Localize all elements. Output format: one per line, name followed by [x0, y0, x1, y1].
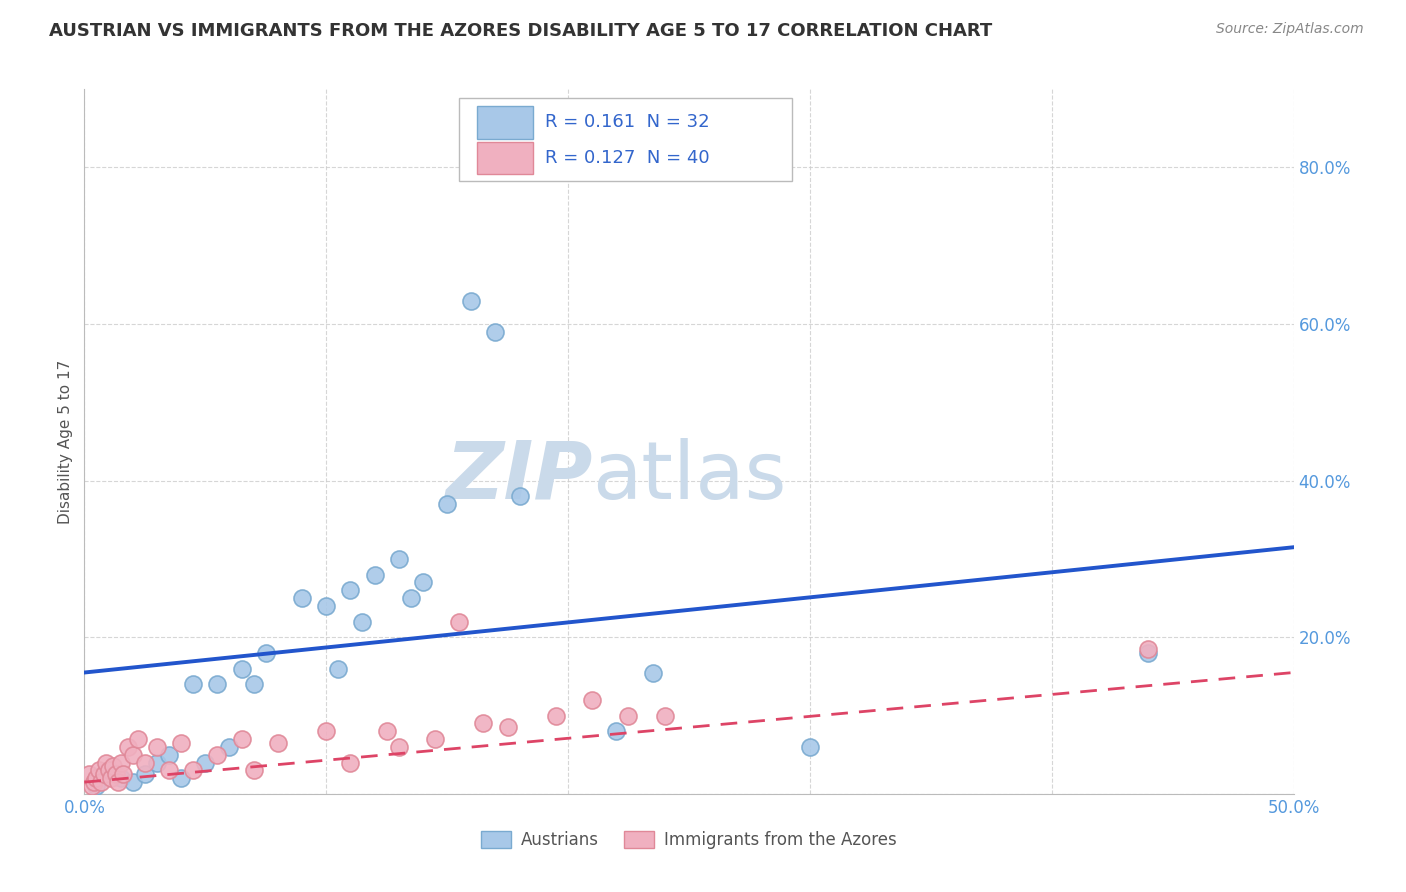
Point [146, 756, 169, 770]
Point [103, 759, 125, 773]
Point [146, 739, 169, 754]
Point [194, 756, 217, 770]
Point [100, 771, 122, 785]
Point [339, 756, 361, 770]
Point [110, 756, 132, 770]
Point [181, 764, 204, 778]
Point [181, 677, 204, 691]
Point [412, 575, 434, 590]
Point [93, 767, 115, 781]
Point [328, 662, 350, 676]
Point [423, 732, 446, 747]
Y-axis label: Disability Age 5 to 17: Disability Age 5 to 17 [58, 359, 73, 524]
Point [110, 771, 132, 785]
Point [544, 708, 567, 723]
Point [242, 677, 264, 691]
Text: R = 0.127  N = 40: R = 0.127 N = 40 [546, 149, 710, 168]
Point [399, 591, 422, 606]
Point [157, 747, 180, 762]
Text: ZIP: ZIP [444, 438, 592, 516]
Point [97, 764, 120, 778]
Point [117, 739, 139, 754]
Point [218, 739, 240, 754]
Point [291, 591, 314, 606]
Point [121, 747, 143, 762]
Point [127, 732, 149, 747]
Point [375, 724, 398, 739]
Point [315, 599, 337, 613]
Point [77, 767, 100, 781]
Legend: Austrians, Immigrants from the Azores: Austrians, Immigrants from the Azores [474, 824, 904, 856]
Point [83, 775, 105, 789]
Point [94, 756, 117, 770]
Point [472, 716, 495, 731]
Text: R = 0.161  N = 32: R = 0.161 N = 32 [546, 113, 710, 131]
Text: atlas: atlas [592, 438, 786, 516]
Point [134, 756, 156, 770]
Point [1137, 646, 1160, 660]
FancyBboxPatch shape [460, 97, 792, 181]
Point [90, 775, 112, 789]
Point [484, 325, 506, 339]
Point [617, 708, 640, 723]
Point [449, 615, 471, 629]
Point [231, 732, 253, 747]
Point [104, 767, 127, 781]
Point [134, 767, 156, 781]
Point [460, 293, 482, 308]
Point [86, 779, 108, 793]
Point [267, 736, 290, 750]
Point [339, 583, 361, 598]
Point [107, 775, 129, 789]
Point [170, 736, 193, 750]
Point [581, 693, 603, 707]
Point [87, 764, 110, 778]
Point [436, 497, 458, 511]
Text: AUSTRIAN VS IMMIGRANTS FROM THE AZORES DISABILITY AGE 5 TO 17 CORRELATION CHART: AUSTRIAN VS IMMIGRANTS FROM THE AZORES D… [49, 22, 993, 40]
Point [799, 739, 821, 754]
Point [509, 489, 531, 503]
Point [254, 646, 277, 660]
Point [641, 665, 664, 680]
Point [121, 775, 143, 789]
Point [1137, 642, 1160, 657]
Point [86, 771, 108, 785]
Point [388, 552, 411, 566]
Point [388, 739, 411, 754]
Point [654, 708, 676, 723]
FancyBboxPatch shape [478, 142, 533, 175]
Point [363, 567, 385, 582]
FancyBboxPatch shape [478, 106, 533, 138]
Point [605, 724, 627, 739]
Point [496, 720, 519, 734]
Point [207, 747, 229, 762]
Point [170, 771, 193, 785]
Point [112, 767, 135, 781]
Point [97, 764, 120, 778]
Point [242, 764, 264, 778]
Point [157, 764, 180, 778]
Point [80, 779, 103, 793]
Text: Source: ZipAtlas.com: Source: ZipAtlas.com [1216, 22, 1364, 37]
Point [352, 615, 374, 629]
Point [207, 677, 229, 691]
Point [315, 724, 337, 739]
Point [231, 662, 253, 676]
